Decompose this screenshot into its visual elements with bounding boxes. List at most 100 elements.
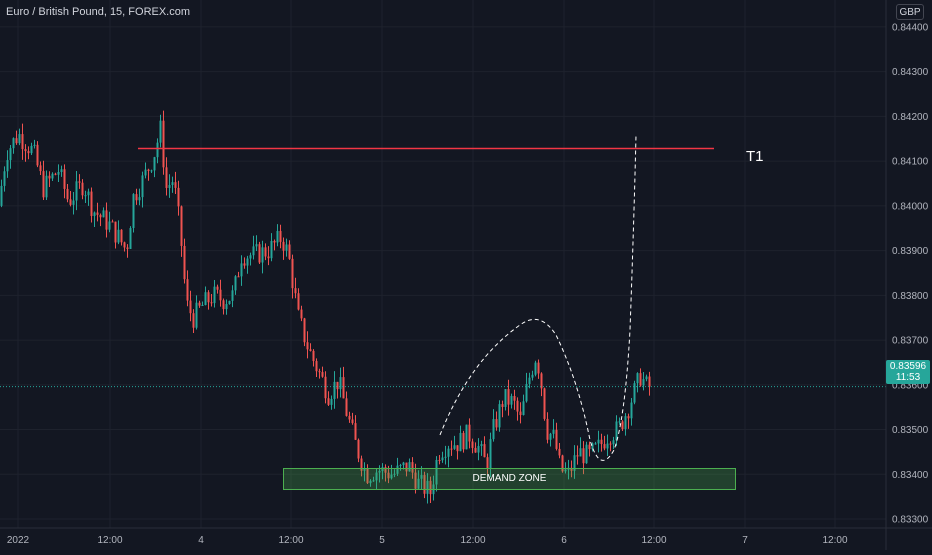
candle-body [90, 191, 93, 216]
candle-body [615, 421, 618, 441]
bar-countdown: 11:53 [895, 372, 921, 383]
candle-body [594, 443, 597, 445]
x-tick-label: 12:00 [641, 535, 666, 546]
candle-body [6, 160, 9, 172]
candle-body [42, 171, 45, 198]
candle-body [114, 221, 117, 243]
candle-body [138, 197, 141, 201]
candle-body [288, 244, 291, 259]
candle-body [534, 362, 537, 375]
candle-body [642, 379, 645, 386]
candle-body [600, 439, 603, 445]
candle-body [597, 439, 600, 444]
candle-body [132, 194, 135, 229]
candle-body [225, 304, 228, 310]
candle-body [192, 313, 195, 328]
candle-body [333, 381, 336, 399]
candle-body [66, 188, 69, 200]
candle-body [351, 419, 354, 424]
x-tick-label: 6 [561, 535, 567, 546]
candle-body [69, 199, 72, 205]
candle-body [294, 288, 297, 294]
candle-body [579, 448, 582, 457]
candle-body [102, 210, 105, 218]
candle-body [213, 286, 216, 304]
y-tick-label: 0.84100 [892, 157, 929, 168]
candle-body [189, 300, 192, 314]
candle-body [465, 424, 468, 450]
candle-body [216, 286, 219, 290]
chart-title: Euro / British Pound, 15, FOREX.com [6, 6, 191, 18]
candle-body [531, 374, 534, 378]
candle-body [495, 419, 498, 428]
candle-body [588, 444, 591, 450]
candle-body [636, 373, 639, 384]
candle-body [498, 404, 501, 428]
candle-body [522, 401, 525, 416]
candle-body [483, 444, 486, 458]
candle-body [585, 444, 588, 464]
candle-body [219, 289, 222, 301]
x-tick-label: 12:00 [822, 535, 847, 546]
candle-body [123, 242, 126, 248]
candle-body [621, 421, 624, 430]
candle-body [126, 247, 129, 249]
candle-body [9, 148, 12, 161]
candle-body [0, 185, 3, 206]
x-tick-label: 12:00 [460, 535, 485, 546]
candle-body [603, 444, 606, 449]
candle-body [612, 440, 615, 445]
candle-body [438, 459, 441, 461]
y-tick-label: 0.83900 [892, 246, 929, 257]
candle-body [459, 432, 462, 452]
y-tick-label: 0.83800 [892, 291, 929, 302]
candle-body [339, 377, 342, 390]
candle-body [177, 187, 180, 207]
candle-body [249, 255, 252, 259]
candle-body [72, 200, 75, 205]
candle-body [93, 212, 96, 216]
candle-body [318, 371, 321, 373]
candle-body [633, 383, 636, 403]
y-tick-label: 0.83700 [892, 336, 929, 347]
candle-body [576, 455, 579, 457]
candle-body [15, 138, 18, 144]
candle-body [171, 182, 174, 186]
candle-body [558, 448, 561, 456]
candle-body [261, 247, 264, 263]
x-tick-label: 2022 [7, 535, 30, 546]
candle-body [426, 480, 429, 494]
candle-body [168, 185, 171, 188]
candle-body [51, 173, 54, 179]
candle-body [246, 258, 249, 266]
currency-button[interactable]: GBP [896, 4, 924, 20]
candle-body [453, 445, 456, 449]
candle-body [468, 424, 471, 442]
candle-body [372, 480, 375, 482]
candle-body [27, 151, 30, 154]
candle-body [63, 169, 66, 189]
candle-body [540, 373, 543, 389]
candle-body [285, 244, 288, 251]
candle-body [429, 480, 432, 495]
candle-body [342, 377, 345, 399]
candle-body [462, 432, 465, 450]
candle-body [360, 458, 363, 471]
candle-body [57, 171, 60, 175]
x-tick-label: 4 [198, 535, 204, 546]
candle-body [441, 457, 444, 461]
candle-body [561, 455, 564, 472]
candle-body [357, 439, 360, 459]
y-tick-label: 0.84300 [892, 67, 929, 78]
candle-body [549, 433, 552, 440]
x-tick-label: 5 [379, 535, 385, 546]
candle-body [240, 263, 243, 277]
candle-body [609, 443, 612, 445]
candle-body [144, 169, 147, 176]
candle-body [618, 421, 621, 423]
candle-body [384, 467, 387, 473]
candle-body [210, 302, 213, 304]
x-tick-label: 7 [742, 535, 748, 546]
